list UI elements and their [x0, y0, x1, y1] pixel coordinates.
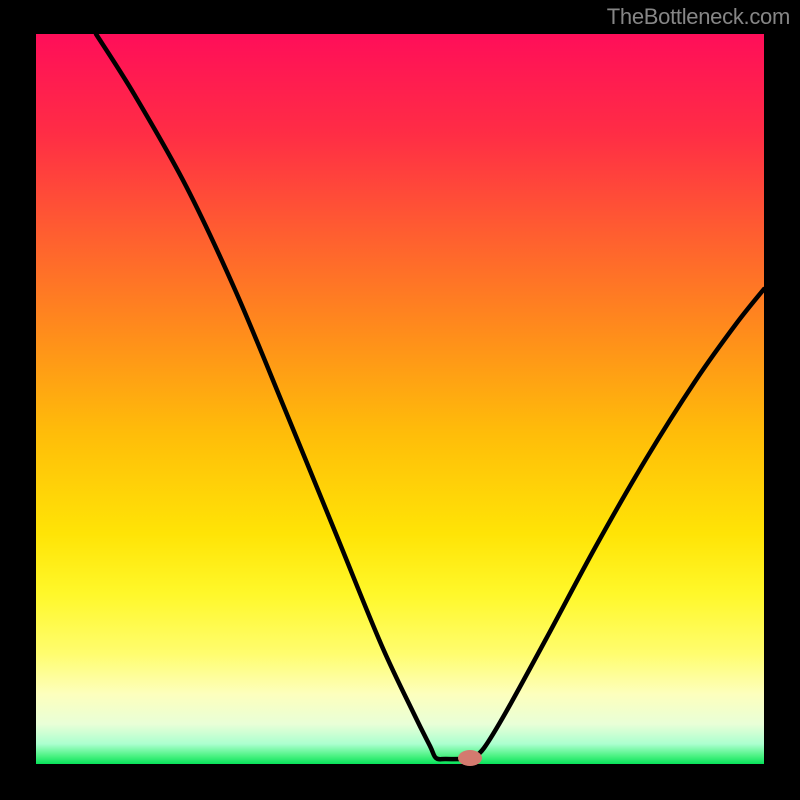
chart-container: TheBottleneck.com	[0, 0, 800, 800]
marker-dot	[458, 750, 482, 766]
watermark-text: TheBottleneck.com	[607, 4, 790, 30]
bottleneck-chart	[0, 0, 800, 800]
plot-area	[36, 34, 764, 764]
